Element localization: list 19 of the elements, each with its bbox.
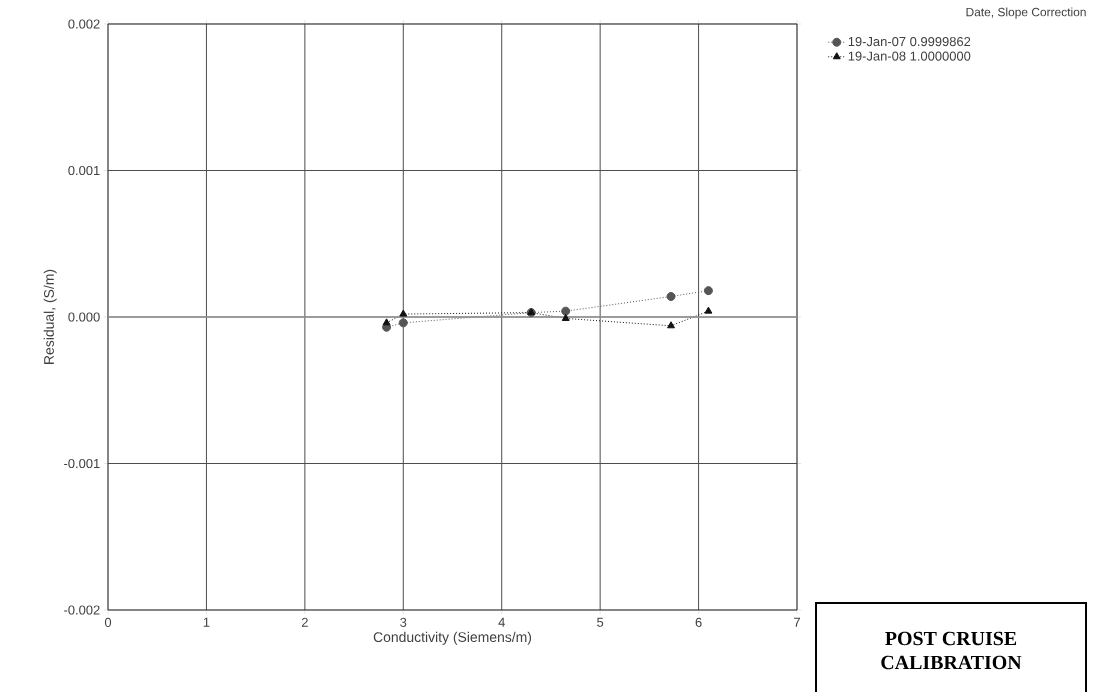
x-tick-label: 0 [104,617,112,627]
y-tick-label: 0.001 [68,165,100,176]
legend-label: 19-Jan-07 0.9999862 [848,36,971,47]
x-tick-label: 2 [301,617,308,627]
legend-title: Date, Slope Correction [966,7,1086,19]
y-tick-label: -0.002 [64,605,100,615]
text: POST CRUISE CALIBRATION [881,631,1022,670]
x-tick-label: 5 [597,617,604,627]
legend-label: 19-Jan-08 1.0000000 [848,51,971,61]
x-tick-label: 6 [695,617,702,627]
x-tick-label: 1 [203,617,210,627]
x-tick-label: 4 [498,617,505,627]
x-tick-label: 3 [400,617,407,627]
x-axis-title: Conductivity (Siemens/m) [373,631,532,645]
y-axis-title: Residual, (S/m) [43,269,57,364]
y-tick-label: 0.002 [68,19,100,29]
y-tick-label: -0.001 [64,458,100,469]
y-tick-label: 0.000 [68,312,100,322]
x-tick-label: 7 [794,617,800,627]
